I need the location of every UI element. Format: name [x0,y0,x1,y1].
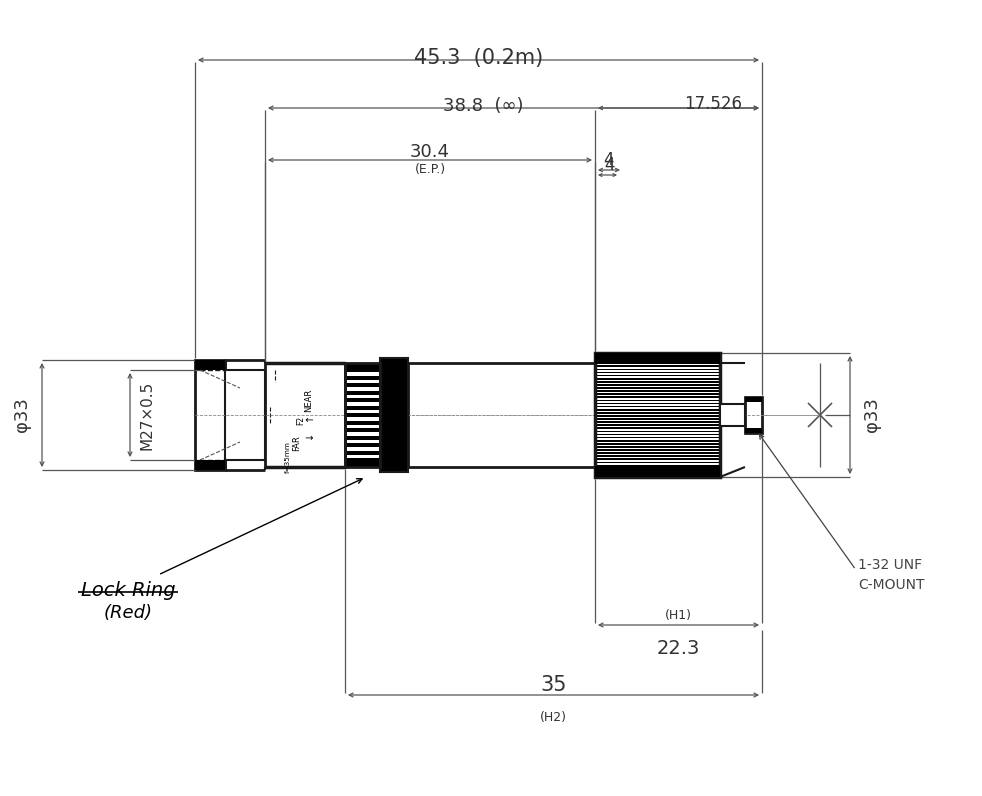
Bar [380,358,408,472]
Bar [595,418,720,419]
Bar [345,459,380,467]
Bar [408,363,595,467]
Bar [345,435,380,439]
Bar [345,398,380,402]
Bar [265,363,345,467]
Bar [595,427,720,429]
Bar [595,365,720,367]
Bar [595,452,720,454]
Bar [595,369,720,370]
Bar [345,458,380,462]
Bar [595,384,720,386]
Bar [345,363,380,467]
Bar [595,458,720,460]
Bar [345,405,380,409]
Text: 38.8  (∞): 38.8 (∞) [443,97,523,115]
Bar [720,404,745,426]
Bar [595,412,720,414]
Bar [195,460,225,470]
Bar [595,443,720,445]
Text: 30.4: 30.4 [410,143,450,161]
Bar [595,470,720,473]
Bar [595,400,720,401]
Bar [345,376,380,380]
Bar [595,362,720,364]
Bar [345,451,380,455]
Bar [595,353,720,355]
Text: 4: 4 [604,151,615,169]
Bar [595,356,720,358]
Text: f=35mm: f=35mm [285,441,291,473]
Bar [595,477,720,478]
Bar [595,421,720,423]
Text: 45.3  (0.2m): 45.3 (0.2m) [413,48,543,68]
Bar [595,437,720,439]
Bar [595,434,720,435]
Bar [595,353,720,364]
Text: M27×0.5: M27×0.5 [139,380,154,450]
Bar [595,406,720,408]
Text: φ33: φ33 [13,397,31,432]
Text: NEAR: NEAR [304,388,313,412]
Bar [345,428,380,432]
Bar [595,387,720,388]
Bar [745,397,762,402]
Text: 22.3: 22.3 [657,638,700,657]
Bar [380,358,408,472]
Bar [595,393,720,395]
Bar [745,397,762,433]
Text: (Red): (Red) [103,604,152,622]
Bar [595,455,720,457]
Bar [345,383,380,387]
Text: ↑: ↑ [304,413,314,421]
Text: FAR: FAR [293,435,301,451]
Bar [595,474,720,475]
Bar [195,360,225,370]
Bar [345,420,380,424]
Bar [595,378,720,380]
Bar [595,468,720,470]
Text: 4: 4 [604,156,615,174]
Bar [595,446,720,447]
Bar [195,360,225,470]
Text: C-MOUNT: C-MOUNT [858,578,924,592]
Bar [595,372,720,373]
Text: (H1): (H1) [665,608,692,622]
Bar [595,403,720,404]
Bar [595,396,720,398]
Bar [345,413,380,417]
Text: Lock Ring: Lock Ring [81,580,176,599]
Bar [595,359,720,361]
Bar [345,368,380,372]
Bar [595,390,720,392]
Bar [345,363,380,371]
Text: (H2): (H2) [540,712,567,724]
Bar [595,462,720,463]
Bar [595,449,720,451]
Text: 1-32 UNF: 1-32 UNF [858,558,922,572]
Bar [595,381,720,383]
Bar [595,431,720,432]
Bar [595,465,720,466]
Bar [345,391,380,395]
Bar [345,443,380,447]
Bar [745,428,762,433]
Text: ↓: ↓ [304,431,314,439]
Text: φ33: φ33 [863,397,881,432]
Bar [595,466,720,477]
Bar [225,370,265,460]
Bar [595,440,720,442]
Text: 35: 35 [540,675,567,695]
Bar [595,409,720,411]
Bar [595,353,720,477]
Bar [595,375,720,377]
Bar [595,424,720,426]
Text: (E.P.): (E.P.) [414,162,446,175]
Text: F2: F2 [297,416,305,424]
Bar [595,415,720,416]
Text: 17.526: 17.526 [684,95,742,113]
